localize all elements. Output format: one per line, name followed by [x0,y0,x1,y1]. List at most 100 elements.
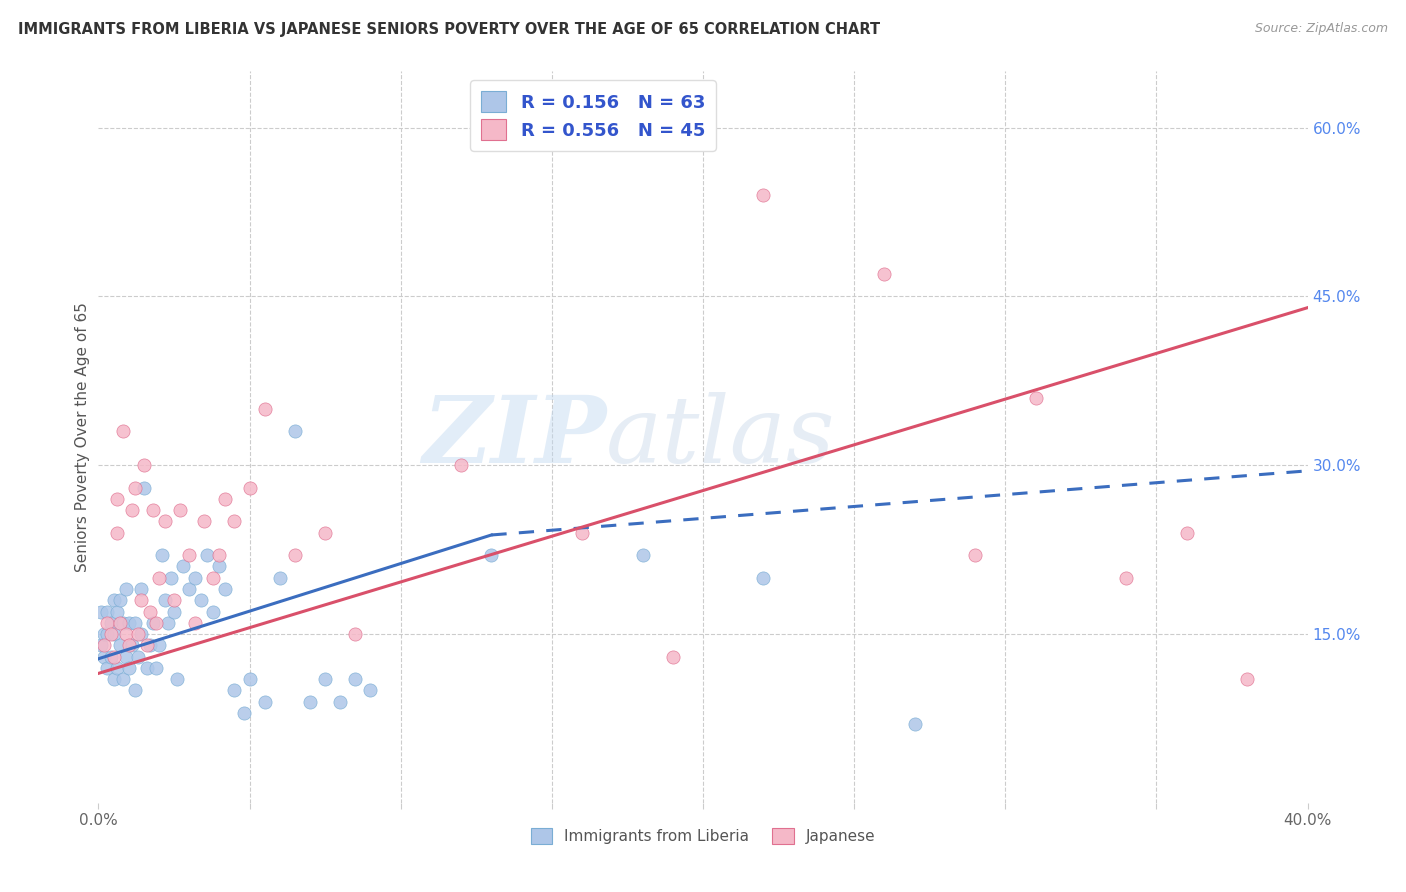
Point [156,615,179,630]
Point [153,593,176,607]
Text: Source: ZipAtlas.com: Source: ZipAtlas.com [1254,22,1388,36]
Point [148,638,170,652]
Point [90,638,112,652]
Point [111,425,134,439]
Point [118,638,141,652]
Point [142,615,165,630]
Point [202,571,225,585]
Point [571,525,593,540]
Point [135,661,157,675]
Point [96,605,118,619]
Point [1236,672,1258,686]
Point [124,615,146,630]
Point [214,582,236,596]
Point [142,503,165,517]
Point [108,615,131,630]
Point [139,638,162,652]
Point [132,458,155,473]
Point [100,627,122,641]
Point [184,571,207,585]
Point [631,548,654,562]
Point [224,515,246,529]
Point [190,593,212,607]
Point [269,571,291,585]
Point [160,571,183,585]
Point [135,638,157,652]
Point [163,605,186,619]
Point [344,672,367,686]
Point [103,649,125,664]
Text: IMMIGRANTS FROM LIBERIA VS JAPANESE SENIORS POVERTY OVER THE AGE OF 65 CORRELATI: IMMIGRANTS FROM LIBERIA VS JAPANESE SENI… [18,22,880,37]
Point [208,548,231,562]
Point [118,661,141,675]
Point [148,571,170,585]
Point [661,649,683,664]
Point [179,548,201,562]
Point [224,683,246,698]
Point [103,672,125,686]
Point [96,627,118,641]
Point [105,605,128,619]
Point [129,582,152,596]
Point [93,649,115,664]
Point [1115,571,1137,585]
Point [344,627,367,641]
Point [118,615,141,630]
Point [202,605,225,619]
Point [299,694,322,708]
Point [481,548,503,562]
Point [111,615,134,630]
Point [163,593,186,607]
Point [965,548,987,562]
Point [195,548,218,562]
Point [873,267,896,281]
Point [752,188,775,202]
Point [184,615,207,630]
Point [124,481,146,495]
Point [169,503,191,517]
Point [239,672,262,686]
Point [105,525,128,540]
Point [208,559,231,574]
Point [145,615,167,630]
Point [1175,525,1198,540]
Point [132,481,155,495]
Point [121,503,143,517]
Point [127,649,149,664]
Point [111,672,134,686]
Point [124,683,146,698]
Point [103,593,125,607]
Point [129,627,152,641]
Point [253,694,276,708]
Point [114,582,136,596]
Point [150,548,173,562]
Point [284,425,307,439]
Point [100,615,122,630]
Point [253,401,276,416]
Point [172,559,194,574]
Point [90,605,112,619]
Point [93,638,115,652]
Point [108,593,131,607]
Point [1024,391,1046,405]
Point [153,515,176,529]
Point [121,638,143,652]
Point [360,683,382,698]
Point [96,661,118,675]
Point [314,672,336,686]
Point [752,571,775,585]
Point [105,491,128,506]
Text: ZIP: ZIP [422,392,606,482]
Point [114,627,136,641]
Point [166,672,188,686]
Point [214,491,236,506]
Point [179,582,201,596]
Point [96,615,118,630]
Point [93,627,115,641]
Point [100,649,122,664]
Point [127,627,149,641]
Point [129,593,152,607]
Point [329,694,352,708]
Point [114,649,136,664]
Point [103,627,125,641]
